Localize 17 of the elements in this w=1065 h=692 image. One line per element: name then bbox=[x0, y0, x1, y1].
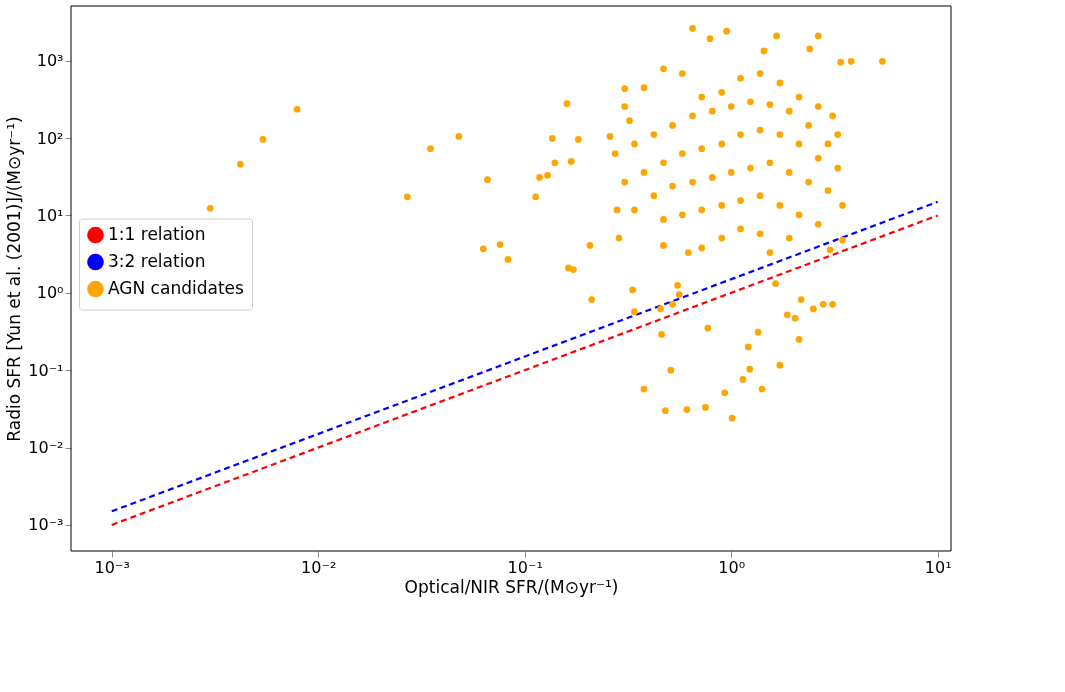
legend-label: 1:1 relation bbox=[108, 224, 206, 245]
y-tick-label: 10¹ bbox=[36, 205, 64, 225]
legend-label: 3:2 relation bbox=[108, 251, 206, 272]
y-tick-label: 10⁻¹ bbox=[28, 360, 64, 380]
x-axis-title: Optical/NIR SFR/(M⊙yr⁻¹) bbox=[404, 576, 619, 597]
x-tick-label: 10⁰ bbox=[718, 557, 746, 577]
y-tick-label: 10² bbox=[36, 128, 64, 148]
y-tick-label: 10⁻³ bbox=[28, 515, 64, 535]
legend-label: AGN candidates bbox=[108, 278, 245, 299]
x-tick-label: 10⁻¹ bbox=[507, 557, 543, 577]
y-tick-label: 10⁰ bbox=[36, 283, 64, 303]
y-tick-label: 10⁻² bbox=[28, 438, 64, 458]
x-tick-label: 10⁻³ bbox=[94, 557, 130, 577]
y-tick-label: 10³ bbox=[36, 51, 64, 71]
x-tick-label: 10⁻² bbox=[301, 557, 337, 577]
y-axis-title: Radio SFR [Yun et al. (2001)]/(M⊙yr⁻¹) bbox=[4, 116, 25, 442]
x-tick-label: 10¹ bbox=[924, 557, 952, 577]
